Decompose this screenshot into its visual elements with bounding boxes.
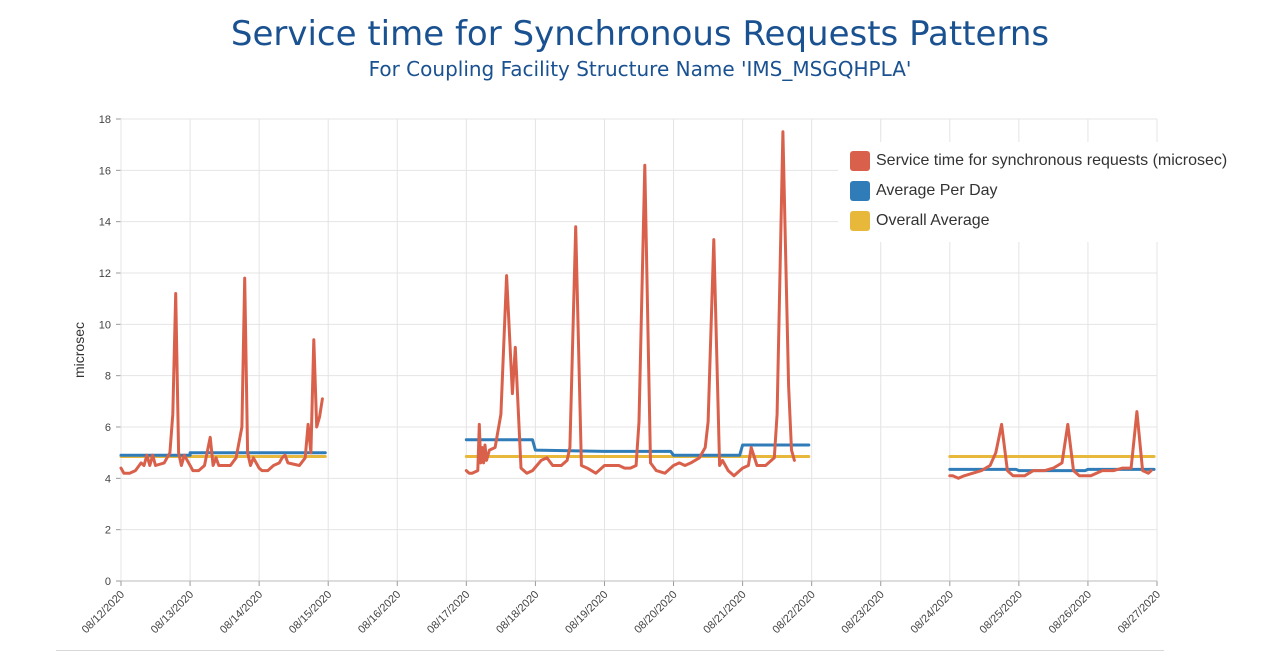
x-tick-label: 08/22/2020 — [770, 589, 817, 636]
y-tick-label: 16 — [99, 165, 111, 177]
legend-label-overall-average: Overall Average — [876, 212, 990, 229]
y-tick-label: 0 — [105, 576, 111, 588]
x-tick-label: 08/27/2020 — [1116, 589, 1163, 636]
x-tick-label: 08/25/2020 — [978, 589, 1025, 636]
x-tick-label: 08/16/2020 — [356, 589, 403, 636]
y-tick-label: 18 — [99, 114, 111, 126]
legend-item-overall-average[interactable]: Overall Average — [850, 210, 990, 232]
legend-item-average-per-day[interactable]: Average Per Day — [850, 180, 998, 202]
y-tick-label: 6 — [105, 422, 111, 434]
x-tick-label: 08/24/2020 — [909, 589, 956, 636]
y-tick-label: 12 — [99, 268, 111, 280]
y-tick-label: 4 — [105, 473, 111, 485]
x-tick-label: 08/15/2020 — [287, 589, 334, 636]
x-tick-label: 08/23/2020 — [839, 589, 886, 636]
x-tick-label: 08/14/2020 — [218, 589, 265, 636]
x-tick-label: 08/21/2020 — [701, 589, 748, 636]
legend-swatch-overall-average — [850, 211, 870, 231]
chart-subtitle: For Coupling Facility Structure Name 'IM… — [368, 57, 912, 81]
series-average-per-day-line — [464, 438, 811, 457]
legend-swatch-service — [850, 151, 870, 171]
y-tick-label: 2 — [105, 525, 111, 537]
x-tick-label: 08/18/2020 — [494, 589, 541, 636]
y-tick-label: 14 — [99, 217, 111, 229]
bottom-divider — [56, 650, 1164, 651]
y-axis-label: microsec — [71, 322, 87, 378]
legend-item-service[interactable]: Service time for synchronous requests (m… — [850, 150, 1227, 172]
chart-title: Service time for Synchronous Requests Pa… — [230, 14, 1050, 54]
x-tick-label: 08/19/2020 — [563, 589, 610, 636]
legend-label-average-per-day: Average Per Day — [876, 182, 998, 199]
y-tick-label: 10 — [99, 319, 111, 331]
legend-label-service: Service time for synchronous requests (m… — [876, 152, 1228, 169]
x-tick-label: 08/12/2020 — [80, 589, 127, 636]
y-tick-label: 8 — [105, 371, 111, 383]
x-tick-label: 08/13/2020 — [149, 589, 196, 636]
x-tick-label: 08/26/2020 — [1047, 589, 1094, 636]
chart-legend: Service time for synchronous requests (m… — [838, 142, 1270, 242]
x-tick-label: 08/20/2020 — [632, 589, 679, 636]
series-service-time-line — [464, 130, 796, 478]
series-service-time-line — [119, 276, 324, 475]
series-service-time-line — [948, 410, 1153, 480]
series-average-per-day-line — [948, 467, 1156, 473]
x-tick-label: 08/17/2020 — [425, 589, 472, 636]
legend-swatch-average-per-day — [850, 181, 870, 201]
